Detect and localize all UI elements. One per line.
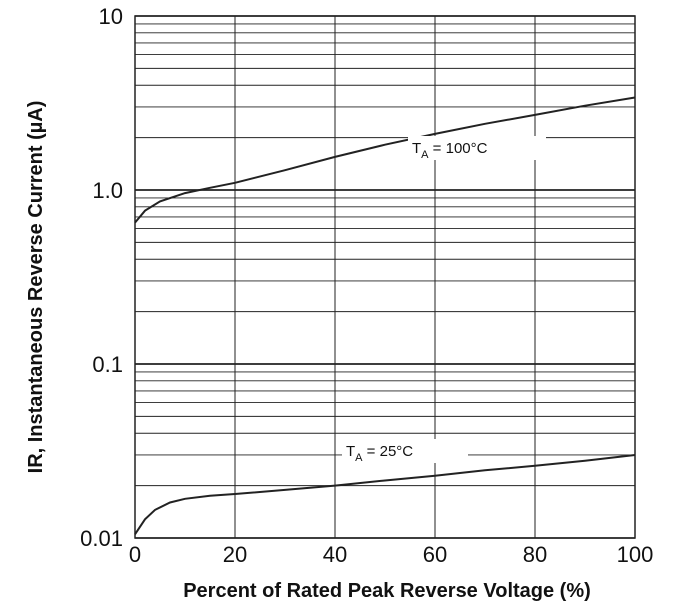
series-line-0 xyxy=(134,96,636,224)
x-tick-label: 80 xyxy=(523,542,547,567)
x-tick-label: 40 xyxy=(323,542,347,567)
y-axis-ticks: 0.01 0.1 1.0 10 xyxy=(80,4,123,551)
grid xyxy=(134,15,636,539)
curve-labels: TA = 100°C TA = 25°C xyxy=(342,136,546,464)
x-tick-label: 100 xyxy=(617,542,654,567)
curve-label-1: TA = 25°C xyxy=(346,443,413,464)
y-tick-label: 0.1 xyxy=(92,352,123,377)
curve-label-background xyxy=(342,439,468,463)
series-layer xyxy=(134,96,636,535)
y-axis-title: IR, Instantaneous Reverse Current (µA) xyxy=(25,101,47,474)
x-tick-label: 0 xyxy=(129,542,141,567)
curve-label-background xyxy=(408,136,546,160)
x-tick-label: 20 xyxy=(223,542,247,567)
plot-frame xyxy=(134,15,636,539)
x-axis-ticks: 0 20 40 60 80 100 xyxy=(129,542,653,567)
y-tick-label: 0.01 xyxy=(80,526,123,551)
y-tick-label: 10 xyxy=(99,4,123,29)
x-axis-title: Percent of Rated Peak Reverse Voltage (%… xyxy=(183,580,591,602)
x-tick-label: 60 xyxy=(423,542,447,567)
curve-label-0: TA = 100°C xyxy=(412,140,488,161)
y-tick-label: 1.0 xyxy=(92,178,123,203)
series-line-1 xyxy=(134,454,636,535)
